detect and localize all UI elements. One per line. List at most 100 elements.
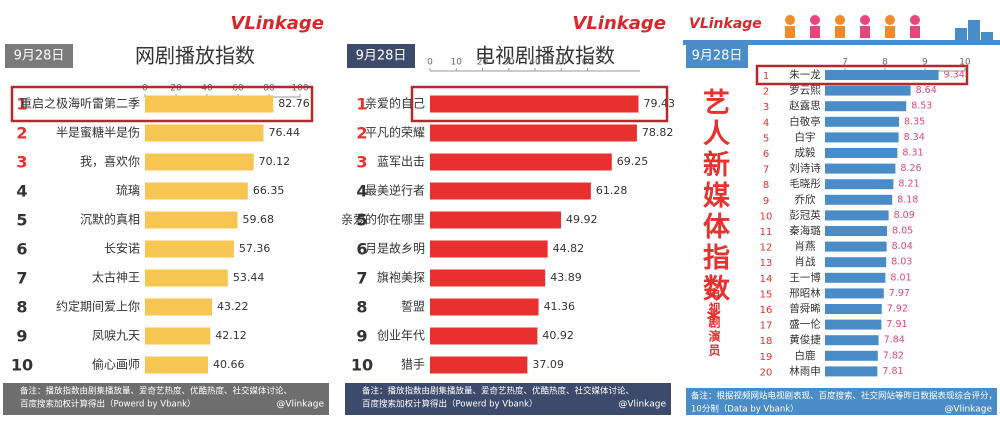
x-tick-label: 20 [477, 58, 489, 68]
category-label: 重启之极海听雷第二季 [20, 96, 140, 111]
value-label: 42.12 [215, 329, 247, 342]
rank: 2 [763, 87, 769, 98]
rank: 2 [356, 124, 367, 143]
value-label: 82.76 [278, 97, 310, 110]
rank: 7 [763, 165, 769, 176]
value-label: 79.43 [644, 97, 676, 110]
rank: 15 [760, 289, 773, 300]
x-tick-label: 60 [232, 84, 244, 94]
category-label: 毛晓彤 [789, 178, 821, 190]
x-tick-label: 40 [201, 84, 213, 94]
date-box [347, 44, 415, 68]
chart-title: 艺人新媒体指数* [698, 88, 729, 340]
bar [825, 241, 887, 252]
footer-band [686, 388, 997, 415]
bar [825, 148, 898, 158]
x-tick-label: 100 [291, 84, 308, 94]
bar [145, 356, 209, 374]
rank: 5 [356, 211, 367, 230]
bar [430, 240, 548, 258]
bar [145, 95, 274, 113]
bar [145, 124, 264, 142]
bar [825, 350, 878, 361]
rank: 6 [763, 149, 769, 160]
category-label: 邢昭林 [789, 286, 821, 299]
rank: 5 [763, 133, 769, 144]
x-tick-label: 0 [427, 58, 433, 68]
category-label: 旗袍美探 [377, 270, 425, 285]
value-label: 8.01 [890, 272, 911, 283]
bar [430, 153, 612, 171]
bar [825, 272, 886, 283]
bar [430, 356, 528, 374]
x-tick-label: 10 [451, 58, 463, 68]
bar [825, 366, 878, 377]
date-box [686, 44, 748, 68]
category-label: 最美逆行者 [365, 183, 425, 198]
bar [825, 288, 884, 299]
category-label: 王一博 [789, 271, 821, 284]
category-label: 平凡的荣耀 [365, 125, 425, 140]
logo: VLinkage [689, 16, 762, 32]
bar [825, 163, 896, 174]
rank: 1 [763, 71, 769, 82]
rank: 1 [16, 95, 27, 114]
rank: 10 [760, 211, 773, 222]
category-label: 林雨申 [789, 364, 821, 377]
x-tick-label: 40 [529, 58, 541, 68]
bar [145, 269, 228, 287]
highlight-box [410, 85, 669, 123]
category-label: 黄俊捷 [789, 333, 821, 346]
chart-title: 网剧播放指数 [135, 44, 255, 68]
bar [825, 132, 899, 143]
category-label: 我，喜欢你 [80, 154, 140, 169]
rank: 17 [760, 321, 773, 332]
bar [145, 327, 211, 345]
value-label: 69.25 [617, 155, 649, 168]
rank: 20 [760, 367, 773, 378]
rank: 4 [16, 182, 27, 201]
category-label: 白敬亭 [789, 115, 821, 128]
value-label: 49.92 [566, 213, 598, 226]
footnote: 备注：根据视频网站电视剧表现、百度搜索、社交网站等昨日数据表现综合评分， [691, 391, 997, 402]
value-label: 37.09 [532, 358, 564, 371]
bar [430, 182, 591, 200]
value-label: 7.84 [884, 335, 905, 346]
bar [825, 226, 887, 236]
value-label: 53.44 [233, 271, 265, 284]
rank: 10 [11, 356, 33, 375]
bar [145, 298, 212, 316]
date: 9月28日 [692, 49, 743, 64]
category-label: 太古神王 [92, 270, 140, 285]
x-tick-label: 7 [842, 58, 848, 68]
podium [955, 20, 993, 40]
rank: 19 [760, 352, 773, 363]
chart-title: 电视剧播放指数 [475, 44, 615, 68]
rank: 8 [356, 298, 367, 317]
bar [145, 182, 248, 200]
category-label: 罗云熙 [789, 85, 821, 97]
value-label: 40.92 [542, 329, 574, 342]
rank: 1 [356, 95, 367, 114]
rank: 4 [763, 118, 769, 129]
category-label: 约定期间爱上你 [56, 299, 140, 314]
category-label: 赵露思 [789, 99, 821, 112]
category-label: 长安诺 [104, 241, 140, 256]
chart-subtitle: 电视剧演员 [707, 288, 721, 358]
footnote: 备注：播放指数由剧集播放量、爱奇艺热度、优酷热度、社交媒体讨论、 [362, 386, 634, 397]
footer-band [345, 383, 671, 415]
date: 9月28日 [356, 49, 407, 64]
category-label: 肖燕 [795, 240, 816, 253]
rank: 4 [356, 182, 367, 201]
rank: 8 [763, 180, 769, 191]
value-label: 8.21 [898, 179, 919, 190]
category-label: 白宇 [795, 130, 816, 143]
credit: @Vlinkage [944, 405, 992, 415]
bar [825, 319, 882, 330]
value-label: 76.44 [268, 126, 300, 139]
category-label: 半是蜜糖半是伤 [56, 125, 140, 140]
x-tick-label: 0 [142, 84, 148, 94]
category-label: 朱一龙 [789, 68, 821, 81]
